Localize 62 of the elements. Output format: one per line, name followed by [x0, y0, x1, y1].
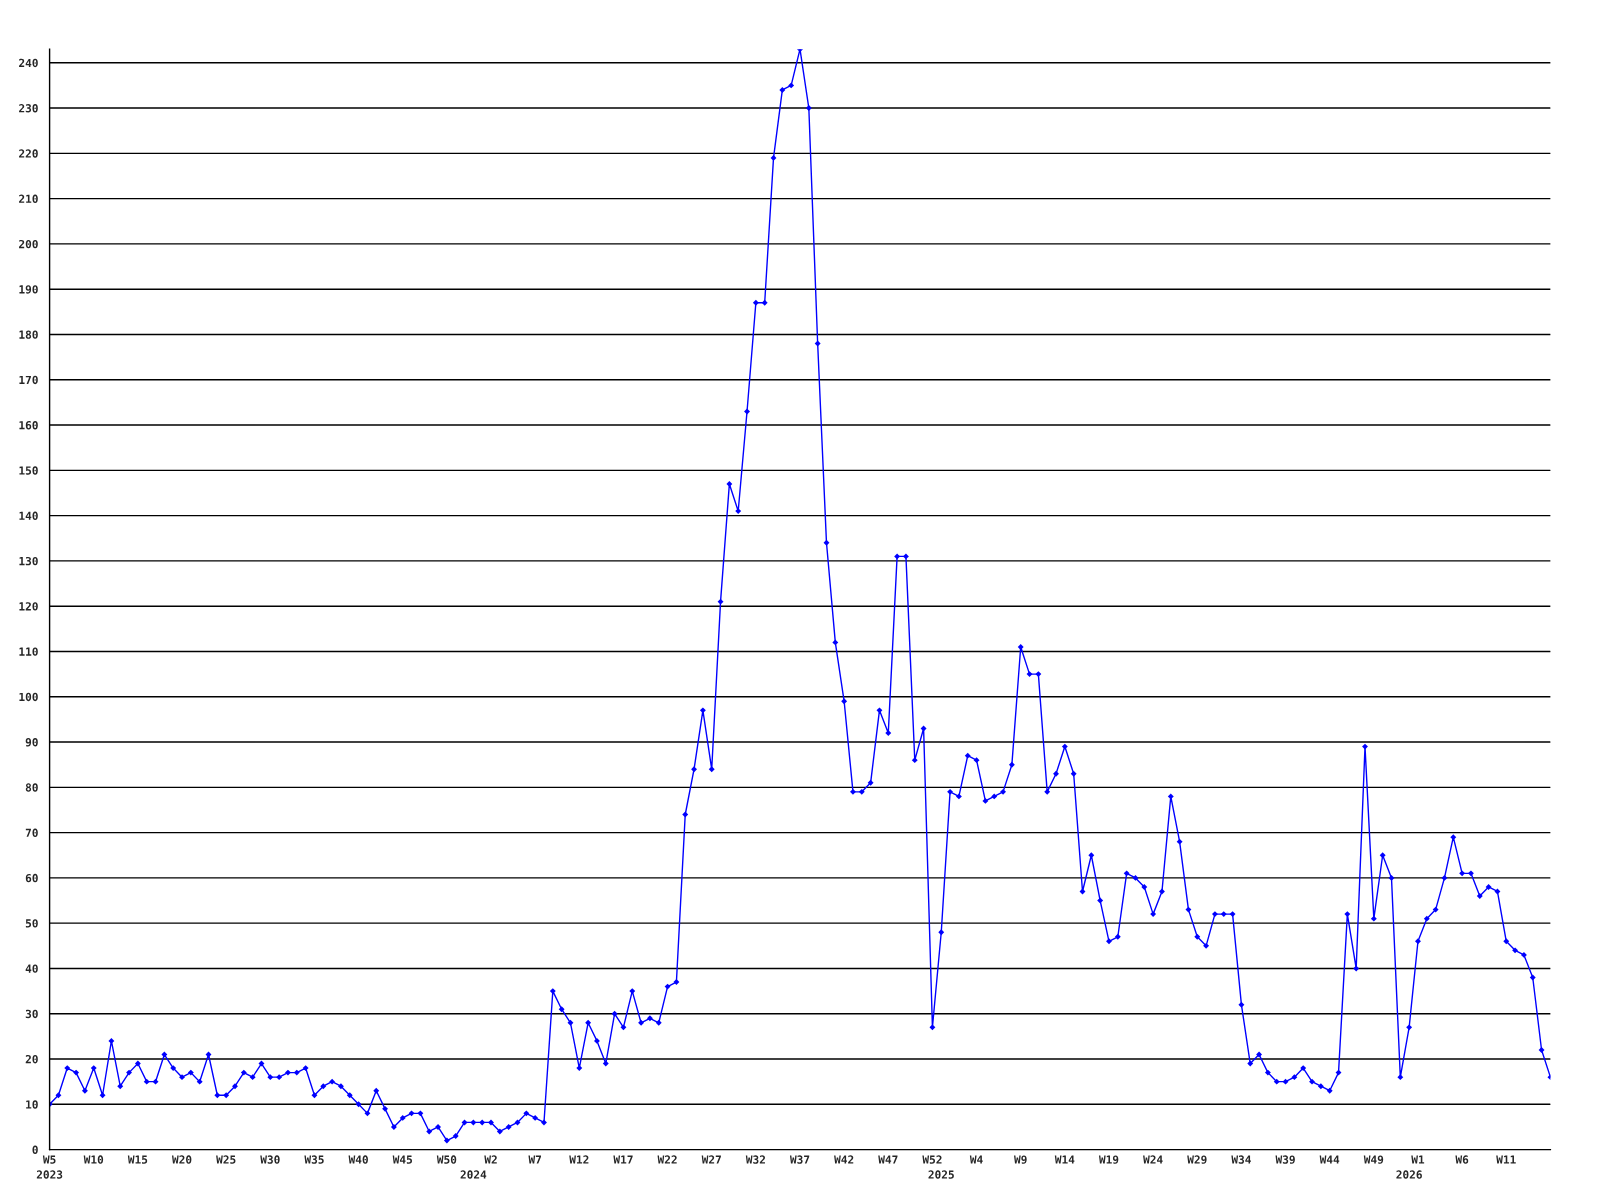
- x-tick-label: W35: [304, 1155, 324, 1164]
- y-tick-label: 0: [32, 1145, 38, 1154]
- y-tick-label: 130: [19, 556, 38, 566]
- y-tick-label: 150: [19, 466, 38, 475]
- x-tick-label: W47: [878, 1155, 898, 1164]
- x-tick-label: 2025: [928, 1170, 954, 1179]
- x-tick-label: W6: [1455, 1155, 1469, 1164]
- x-tick-label: W34: [1231, 1155, 1251, 1164]
- x-tick-label: W22: [657, 1155, 677, 1164]
- x-tick-label: W29: [1187, 1155, 1207, 1164]
- y-tick-label: 20: [25, 1055, 38, 1064]
- y-tick-label: 50: [25, 919, 38, 928]
- x-tick-label: W44: [1319, 1155, 1340, 1164]
- x-tick-label: W37: [789, 1155, 810, 1164]
- x-tick-label: W30: [260, 1155, 280, 1164]
- x-tick-label: W4: [969, 1155, 983, 1164]
- x-tick-label: W7: [528, 1155, 542, 1164]
- x-tick-label: W25: [216, 1155, 236, 1164]
- y-tick-label: 230: [19, 104, 38, 113]
- x-tick-label: W11: [1496, 1155, 1516, 1164]
- y-tick-label: 190: [19, 285, 38, 294]
- x-tick-label: W39: [1275, 1155, 1295, 1164]
- x-tick-label: W19: [1098, 1155, 1119, 1164]
- y-tick-label: 100: [19, 692, 38, 702]
- x-tick-label: W42: [834, 1155, 854, 1164]
- x-tick-label: W24: [1143, 1155, 1163, 1164]
- x-tick-label: W45: [392, 1155, 413, 1164]
- x-tick-label: W49: [1363, 1155, 1384, 1164]
- x-tick-label: W12: [569, 1155, 589, 1164]
- x-tick-label: W15: [127, 1155, 148, 1164]
- y-tick-label: 70: [25, 828, 38, 837]
- x-tick-label: W1: [1411, 1155, 1425, 1164]
- y-tick-label: 160: [19, 421, 38, 430]
- y-tick-label: 240: [19, 58, 38, 68]
- x-tick-label: W40: [348, 1155, 368, 1164]
- y-tick-label: 120: [19, 602, 38, 611]
- x-tick-label: 2024: [460, 1170, 487, 1179]
- x-tick-label: W32: [745, 1155, 765, 1164]
- y-tick-label: 10: [26, 1100, 38, 1109]
- x-tick-label: W50: [436, 1155, 457, 1164]
- x-tick-label: 2026: [1396, 1170, 1422, 1179]
- y-tick-label: 210: [19, 194, 38, 204]
- x-tick-label: W9: [1014, 1155, 1027, 1164]
- x-tick-label: W20: [171, 1155, 192, 1164]
- x-tick-label: W52: [922, 1155, 942, 1164]
- x-tick-label: W27: [701, 1155, 721, 1164]
- x-tick-label: W17: [613, 1155, 633, 1164]
- y-tick-label: 110: [19, 647, 38, 656]
- y-tick-label: 80: [25, 783, 38, 792]
- y-tick-label: 170: [19, 375, 38, 385]
- y-tick-label: 30: [25, 1009, 38, 1019]
- x-tick-label: W10: [83, 1155, 104, 1164]
- x-tick-label: W2: [484, 1155, 497, 1164]
- y-tick-label: 180: [19, 330, 38, 339]
- y-tick-label: 40: [25, 964, 38, 973]
- y-tick-label: 140: [19, 511, 38, 520]
- x-tick-label: W14: [1054, 1155, 1075, 1164]
- y-tick-label: 90: [25, 738, 38, 747]
- y-tick-label: 60: [25, 873, 38, 883]
- y-tick-label: 220: [19, 149, 38, 158]
- y-tick-label: 200: [19, 239, 38, 249]
- x-tick-label: W5 2023: [36, 1155, 63, 1179]
